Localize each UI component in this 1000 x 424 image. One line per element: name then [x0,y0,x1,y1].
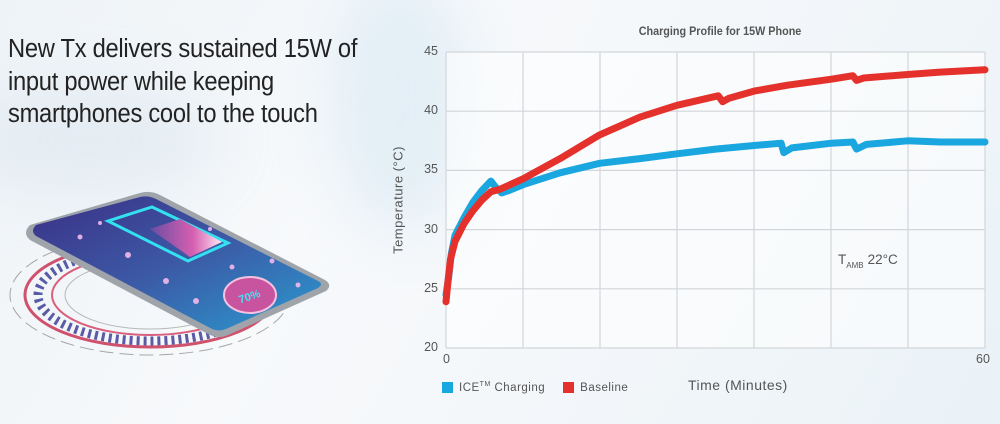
phone-body: 70% [26,191,330,337]
legend-label-baseline: Baseline [580,381,629,394]
x-tick-end: 60 [976,352,990,366]
y-tick: 25 [424,281,438,295]
annotation-value: 22°C [867,252,898,267]
x-axis-label: Time (Minutes) [688,377,788,393]
chart-legend: ICETM Charging Baseline [442,381,646,394]
x-tick-start: 0 [443,352,450,366]
y-tick: 30 [424,222,438,236]
headline-line-1: New Tx delivers sustained 15W of [8,35,358,63]
legend-swatch-baseline [563,382,575,393]
phone-charging-illustration: 70% [9,191,330,356]
chart-title: Charging Profile for 15W Phone [638,24,802,38]
y-axis-label: Temperature (°C) [390,146,406,254]
y-tick: 20 [424,340,438,354]
y-tick: 40 [424,103,438,117]
annotation-main: T [838,252,847,267]
headline: New Tx delivers sustained 15W of input p… [8,33,383,131]
headline-line-2: input power while keeping [8,67,274,96]
ice-charging-line [442,137,989,299]
headline-line-3: smartphones cool to the touch [8,100,318,128]
legend-label-ice: ICETM Charging [459,381,546,394]
legend-swatch-ice [442,382,453,393]
annotation-sub: AMB [846,261,864,270]
background-glow [0,80,220,200]
legend-item-baseline: Baseline [563,382,628,394]
legend-item-ice: ICETM Charging [442,381,545,394]
y-tick: 45 [424,44,438,58]
baseline-line [442,66,989,306]
ambient-temperature-annotation: TAMB 22°C [838,252,898,270]
y-tick: 35 [424,162,438,176]
